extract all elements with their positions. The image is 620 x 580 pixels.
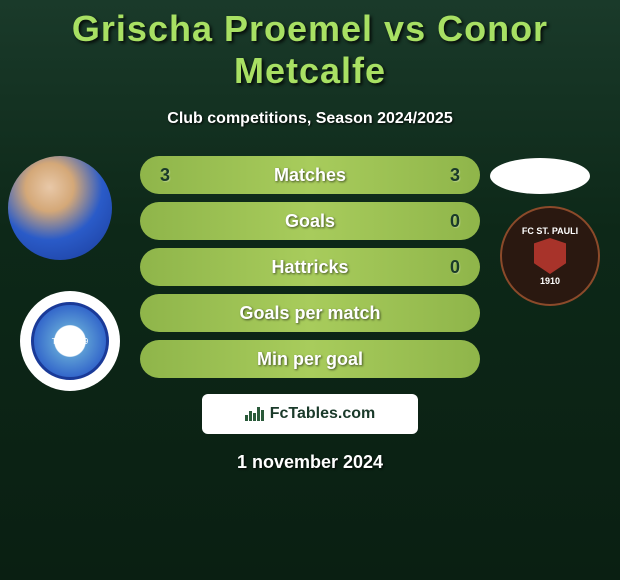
stat-label: Hattricks [271, 257, 348, 278]
stat-right-value: 3 [430, 165, 460, 186]
chart-bars-icon [245, 407, 264, 421]
stat-left-value: 3 [160, 165, 190, 186]
club-right-year: 1910 [540, 276, 560, 286]
stat-label: Matches [274, 165, 346, 186]
stat-label: Min per goal [257, 349, 363, 370]
club-right-badge: FC ST. PAULI 1910 [500, 206, 600, 306]
stat-label: Goals per match [239, 303, 380, 324]
subtitle: Club competitions, Season 2024/2025 [0, 110, 620, 128]
stats-list: 3 Matches 3 Goals 0 Hattricks 0 Goals pe… [140, 156, 480, 378]
stat-row: Min per goal [140, 340, 480, 378]
club-left-badge-inner: TSG 1899 [31, 302, 109, 380]
brand-text: FcTables.com [270, 405, 376, 423]
stat-row: Hattricks 0 [140, 248, 480, 286]
page-title: Grischa Proemel vs Conor Metcalfe [0, 0, 620, 92]
brand-badge[interactable]: FcTables.com [202, 394, 418, 434]
stat-row: Goals per match [140, 294, 480, 332]
club-right-shield-icon [534, 238, 566, 274]
stat-row: 3 Matches 3 [140, 156, 480, 194]
player-left-photo [8, 156, 112, 260]
club-left-badge: TSG 1899 [20, 291, 120, 391]
stat-label: Goals [285, 211, 335, 232]
footer-date: 1 november 2024 [0, 452, 620, 473]
stat-right-value: 0 [430, 211, 460, 232]
comparison-panel: TSG 1899 FC ST. PAULI 1910 3 Matches 3 G… [0, 156, 620, 473]
club-right-top-text: FC ST. PAULI [522, 226, 578, 236]
stat-row: Goals 0 [140, 202, 480, 240]
player-right-photo [490, 158, 590, 194]
club-left-text: TSG 1899 [52, 337, 88, 346]
stat-right-value: 0 [430, 257, 460, 278]
